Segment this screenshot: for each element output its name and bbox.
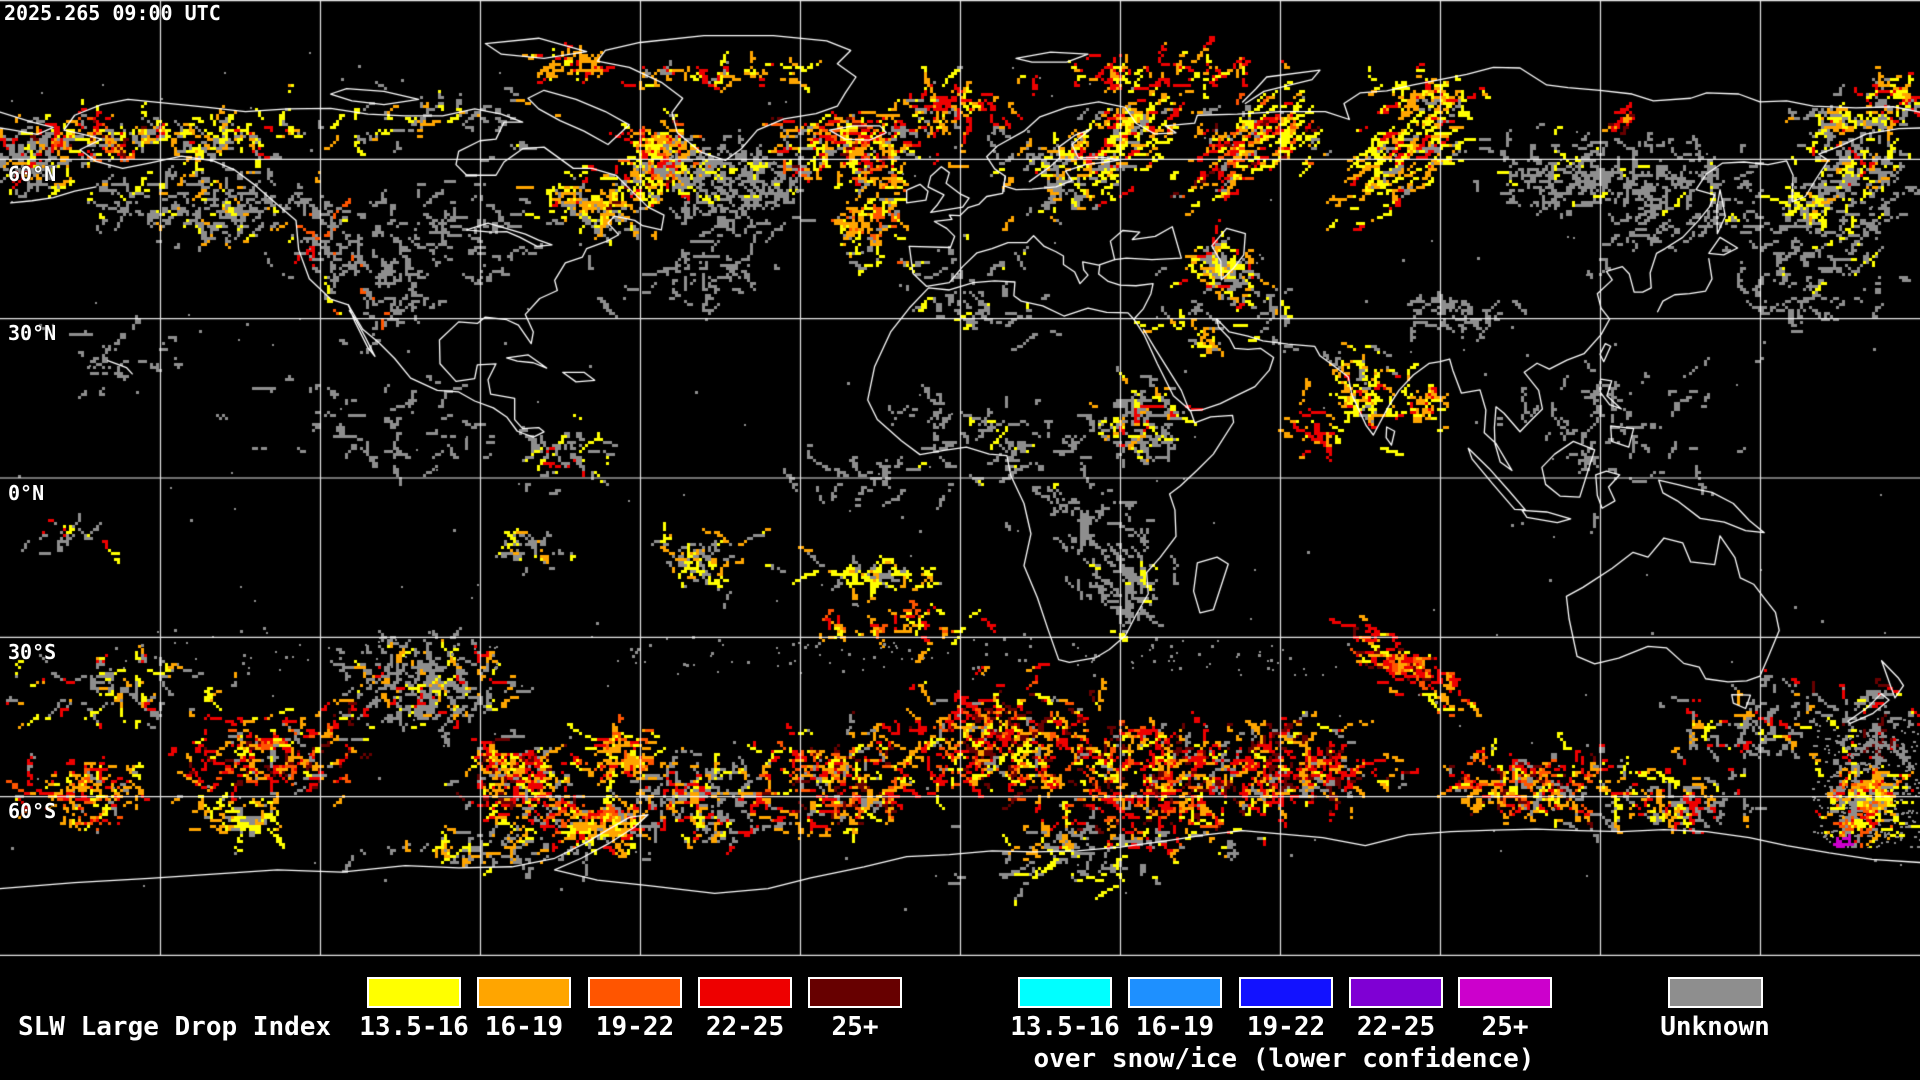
legend-title: SLW Large Drop Index xyxy=(18,1012,332,1042)
timestamp: 2025.265 09:00 UTC xyxy=(4,1,221,25)
legend-range-label: 13.5-16 xyxy=(359,1012,469,1042)
legend-snow-ice-caption: over snow/ice (lower confidence) xyxy=(1033,1044,1535,1074)
lat-label-60s: 60°S xyxy=(8,799,57,823)
legend-range-label: 22-25 xyxy=(705,1012,785,1042)
legend-range-label: 25+ xyxy=(831,1012,879,1042)
legend-swatch-snow-13.5-16 xyxy=(1018,977,1112,1008)
lat-label-60n: 60°N xyxy=(8,162,57,186)
legend-swatch-16-19 xyxy=(477,977,571,1008)
legend-swatch-unknown xyxy=(1668,977,1763,1008)
legend-range-label: 25+ xyxy=(1481,1012,1529,1042)
legend-swatch-snow-19-22 xyxy=(1239,977,1333,1008)
legend-range-label: 16-19 xyxy=(1135,1012,1215,1042)
lat-label-30s: 30°S xyxy=(8,640,57,664)
lat-label-30n: 30°N xyxy=(8,321,57,345)
legend-swatch-snow-25plus xyxy=(1458,977,1552,1008)
legend-range-label: 19-22 xyxy=(1246,1012,1326,1042)
legend-swatch-25plus xyxy=(808,977,902,1008)
legend-swatch-snow-22-25 xyxy=(1349,977,1443,1008)
legend-range-label: 19-22 xyxy=(595,1012,675,1042)
legend-range-label: 13.5-16 xyxy=(1010,1012,1120,1042)
legend-range-label: 22-25 xyxy=(1356,1012,1436,1042)
legend-range-label: 16-19 xyxy=(484,1012,564,1042)
legend-swatch-13.5-16 xyxy=(367,977,461,1008)
legend-swatch-snow-16-19 xyxy=(1128,977,1222,1008)
lat-label-0n: 0°N xyxy=(8,481,45,505)
legend-unknown-label: Unknown xyxy=(1660,1012,1770,1042)
legend-swatch-22-25 xyxy=(698,977,792,1008)
legend-swatch-19-22 xyxy=(588,977,682,1008)
